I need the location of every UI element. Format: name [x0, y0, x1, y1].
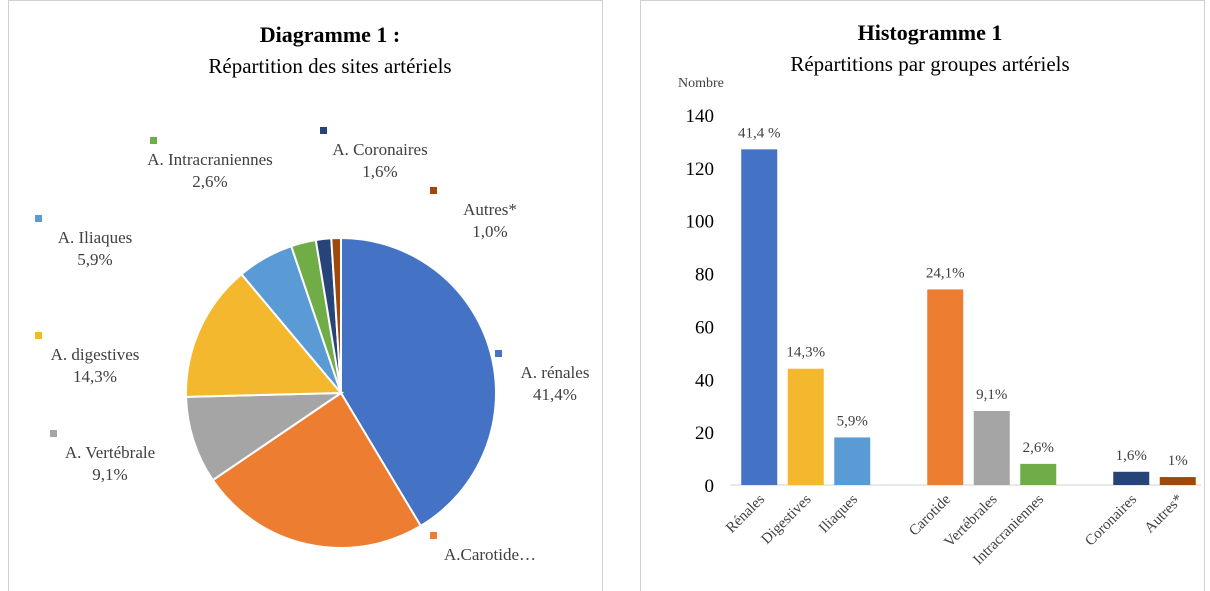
y-axis-label: Nombre	[678, 76, 724, 91]
pie-slice	[185, 391, 345, 482]
value-label: 1,6%	[1116, 448, 1147, 464]
slice-label: A. Iliaques	[58, 228, 133, 247]
value-label: 9,1%	[92, 465, 127, 484]
value-label: 9,1%	[976, 387, 1007, 403]
slice-label: A.Carotide…	[444, 545, 536, 564]
pie-slice	[330, 236, 342, 394]
y-tick-label: 40	[695, 370, 714, 391]
value-label: 14,3%	[73, 367, 117, 386]
value-label: 1,0%	[472, 222, 507, 241]
y-tick-label: 0	[705, 476, 715, 497]
y-tick-label: 140	[686, 106, 715, 127]
slice-label: Autres*	[463, 200, 517, 219]
legend-marker	[50, 430, 57, 437]
bar	[1020, 463, 1057, 485]
x-tick-label: Iliaques	[816, 491, 861, 536]
legend-marker	[150, 137, 157, 144]
slice-label: A. Intracraniennes	[147, 150, 273, 169]
value-label: 24,1%	[926, 265, 965, 281]
bar	[787, 368, 824, 485]
x-tick-label: Coronaires	[1082, 491, 1140, 549]
chart-subtitle: Répartitions par groupes artériels	[790, 52, 1069, 76]
value-label: 14,3%	[786, 345, 825, 361]
chart-title: Diagramme 1 :	[260, 22, 401, 47]
bar	[834, 437, 871, 485]
slice-label: A. digestives	[51, 345, 140, 364]
bar	[1113, 471, 1150, 485]
value-label: 5,9%	[837, 413, 868, 429]
slice-label: A. Coronaires	[332, 140, 427, 159]
x-tick-label: Rénales	[723, 491, 768, 536]
legend-marker	[320, 127, 327, 134]
x-tick-label: Autres*	[1142, 492, 1187, 537]
y-tick-label: 80	[695, 265, 714, 286]
bar	[927, 289, 964, 485]
value-label: 5,9%	[77, 250, 112, 269]
panel	[8, 0, 603, 591]
bar	[1159, 477, 1196, 485]
x-tick-label: Digestives	[758, 491, 814, 547]
legend-marker	[430, 187, 437, 194]
value-label: 2,6%	[192, 172, 227, 191]
pie-slice	[340, 236, 497, 528]
chart-subtitle: Répartition des sites artériels	[208, 54, 451, 78]
legend-marker	[430, 532, 437, 539]
x-tick-label: Carotide	[906, 491, 954, 539]
value-label: 1%	[1168, 453, 1188, 469]
slice-label: A. rénales	[521, 363, 590, 382]
slice-label: A. Vertébrale	[65, 443, 155, 462]
value-label: 41,4 %	[738, 125, 781, 141]
y-tick-label: 120	[686, 159, 715, 180]
y-tick-label: 60	[695, 317, 714, 338]
y-tick-label: 20	[695, 423, 714, 444]
y-tick-label: 100	[686, 212, 715, 233]
value-label: 2,6%	[1023, 440, 1054, 456]
pie-slice	[185, 272, 344, 398]
chart-title: Histogramme 1	[858, 20, 1003, 45]
legend-marker	[35, 215, 42, 222]
value-label: 1,6%	[362, 162, 397, 181]
bar	[973, 411, 1010, 485]
legend-marker	[35, 332, 42, 339]
panel	[640, 0, 1205, 591]
bar	[741, 149, 778, 485]
legend-marker	[495, 350, 502, 357]
pie-slice	[211, 391, 423, 549]
value-label: 41,4%	[533, 385, 577, 404]
